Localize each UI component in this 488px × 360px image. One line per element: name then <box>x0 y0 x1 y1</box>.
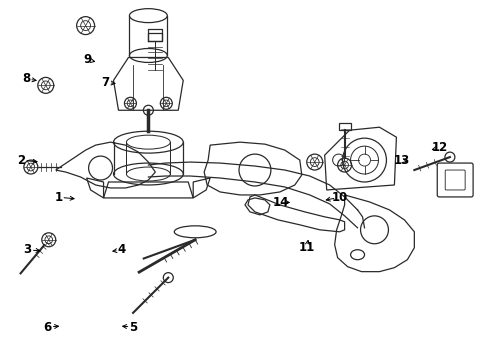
Text: 13: 13 <box>392 154 408 167</box>
Bar <box>338 123 350 130</box>
Text: 11: 11 <box>298 241 314 254</box>
Text: 5: 5 <box>129 320 137 333</box>
Text: 9: 9 <box>83 53 92 66</box>
Text: 4: 4 <box>118 243 125 256</box>
Text: 6: 6 <box>43 320 52 333</box>
Text: 12: 12 <box>430 141 447 154</box>
Text: 8: 8 <box>22 72 30 85</box>
Text: 3: 3 <box>23 243 32 256</box>
Text: 7: 7 <box>102 76 109 89</box>
Text: 14: 14 <box>272 196 288 209</box>
Text: 1: 1 <box>54 191 62 204</box>
Text: 10: 10 <box>331 191 347 204</box>
Text: 2: 2 <box>17 154 25 167</box>
Bar <box>148 32 162 41</box>
